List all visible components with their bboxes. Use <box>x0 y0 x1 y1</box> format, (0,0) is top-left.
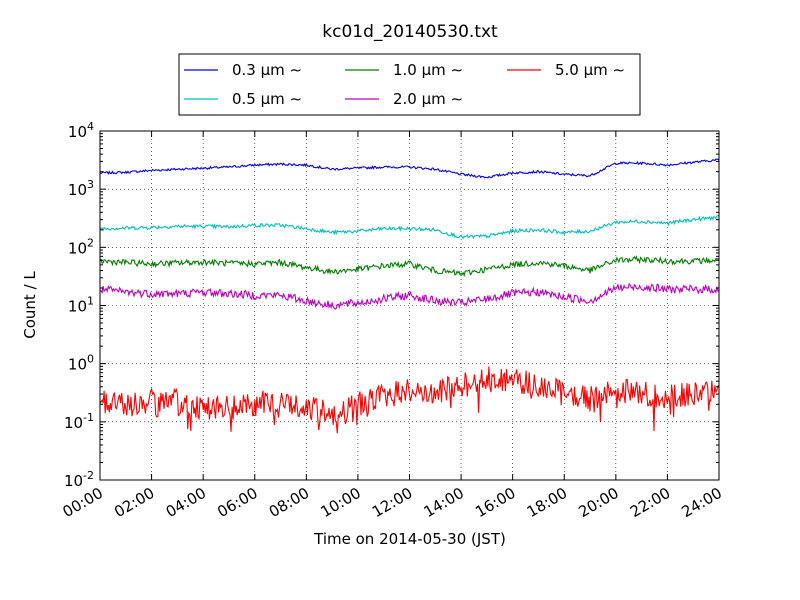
series-line-3 <box>99 255 720 278</box>
x-axis-label: Time on 2014-05-30 (JST) <box>313 530 506 548</box>
legend-label-5: 5.0 μm ∼ <box>555 61 625 79</box>
series-line-4 <box>99 282 720 310</box>
legend-label-3: 1.0 μm ∼ <box>393 61 463 79</box>
y-tick-label: 103 <box>68 178 94 199</box>
y-tick-label: 100 <box>68 353 94 374</box>
series-line-1 <box>99 158 720 179</box>
legend: 0.3 μm ∼ 0.5 μm ∼ 1.0 μm ∼ 2.0 μm ∼ 5.0 μm ∼ <box>178 53 641 116</box>
y-tick-label: 10-2 <box>64 469 94 490</box>
y-tick-label: 104 <box>68 120 94 141</box>
series-line-5 <box>99 366 720 434</box>
legend-label-1: 0.3 μm ∼ <box>232 61 302 79</box>
y-tick-label: 10-1 <box>64 411 94 432</box>
legend-label-2: 0.5 μm ∼ <box>232 90 302 108</box>
y-tick-label: 101 <box>68 295 94 316</box>
series-lines <box>99 158 720 434</box>
legend-label-4: 2.0 μm ∼ <box>393 90 463 108</box>
y-axis-label: Count / L <box>21 271 39 339</box>
y-tick-label: 102 <box>68 236 94 257</box>
series-line-2 <box>99 214 720 240</box>
chart-title: kc01d_20140530.txt <box>322 22 498 42</box>
legend-box <box>178 53 641 116</box>
